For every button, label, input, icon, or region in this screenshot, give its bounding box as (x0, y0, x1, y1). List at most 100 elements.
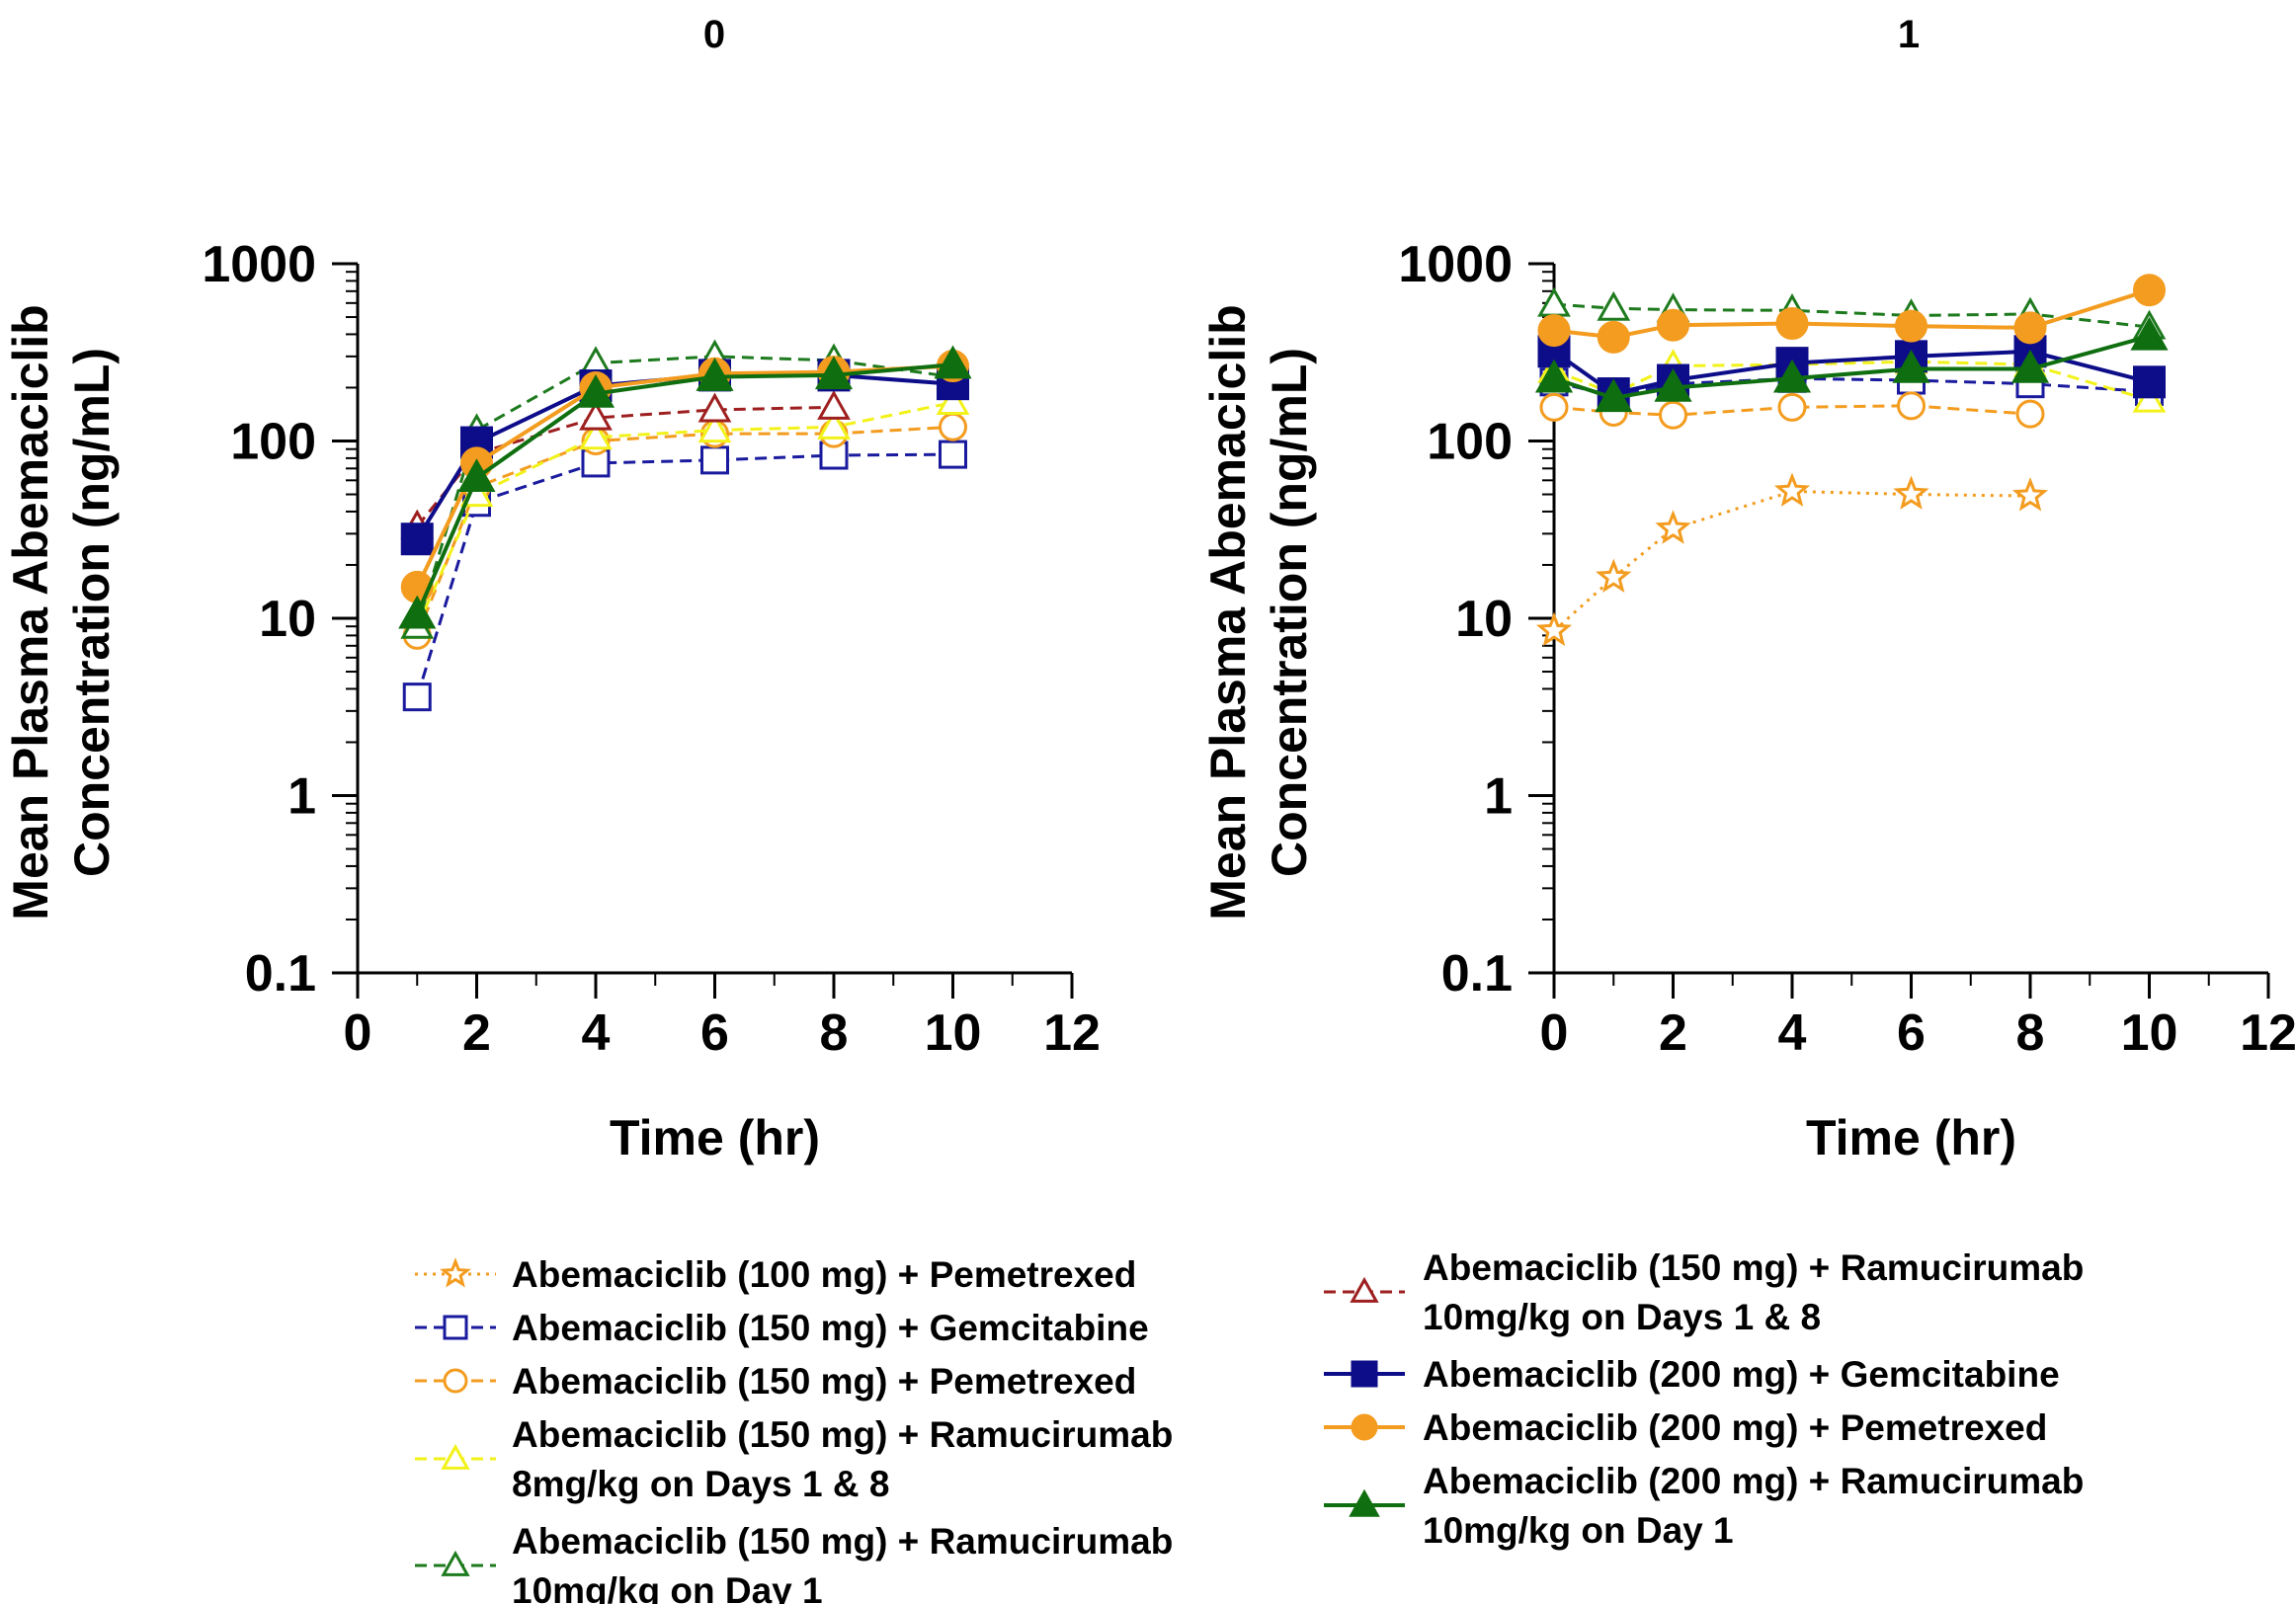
data-point (1772, 359, 1812, 393)
data-point (402, 682, 432, 712)
x-tick-label: 10 (2121, 1004, 2178, 1062)
legend-label: Abemaciclib (150 mg) + Ramucirumab 10mg/k… (512, 1521, 1173, 1604)
y-tick-label: 1 (287, 768, 316, 826)
y-axis-title-line: Mean Plasma Abemaciclib (3, 304, 58, 920)
series-7 (1537, 274, 2166, 354)
y-tick-label: 1000 (1398, 236, 1513, 293)
legend-entry: Abemaciclib (100 mg) + Pemetrexed (415, 1254, 1136, 1295)
x-tick-label: 6 (1897, 1004, 1926, 1062)
x-tick-label: 8 (2016, 1004, 2045, 1062)
legend-label: Abemaciclib (150 mg) + Gemcitabine (512, 1308, 1149, 1348)
data-point (1659, 400, 1687, 430)
data-point (1777, 392, 1807, 422)
data-point (1534, 359, 1574, 393)
data-point (1655, 510, 1691, 544)
data-point (2015, 399, 2045, 429)
data-point (1596, 558, 1632, 594)
data-point (2133, 274, 2166, 307)
chart-panel-1: 1 0.1 1 10 100 1000 0 2 4 6 8 10 12 Time (hr) Mean Pla… (1200, 13, 2296, 1165)
data-point (700, 445, 729, 475)
data-point (1893, 475, 1929, 510)
legend-entry: Abemaciclib (150 mg) + Ramucirumab 10mg/k… (415, 1521, 1173, 1604)
series-8 (1534, 316, 2169, 413)
y-tick-label: 100 (1427, 414, 1513, 471)
legend-entry: Abemaciclib (150 mg) + Gemcitabine (415, 1308, 1149, 1348)
y-tick-label: 10 (259, 591, 316, 648)
legend-swatch-marker (443, 1315, 468, 1340)
legend-entry: Abemaciclib (200 mg) + Pemetrexed (1324, 1407, 2047, 1448)
data-point (697, 392, 732, 423)
data-point (817, 409, 851, 440)
legend-swatch-marker (1350, 1276, 1379, 1303)
legend-entry: Abemaciclib (200 mg) + Ramucirumab 10mg/k… (1324, 1461, 2084, 1551)
data-point (1597, 320, 1630, 354)
legend-label-line: 10mg/kg on Day 1 (512, 1570, 823, 1604)
series-8 (398, 345, 972, 629)
legend-label-line: Abemaciclib (100 mg) + Pemetrexed (512, 1254, 1136, 1295)
legend-label: Abemaciclib (200 mg) + Ramucirumab 10mg/k… (1423, 1461, 2084, 1551)
legend-label-line: Abemaciclib (150 mg) + Pemetrexed (512, 1361, 1136, 1402)
legend-label-line: Abemaciclib (150 mg) + Gemcitabine (512, 1308, 1149, 1348)
data-point (398, 595, 437, 629)
y-tick-label: 100 (230, 414, 316, 471)
legend-swatch-marker (441, 1443, 470, 1470)
legend-label: Abemaciclib (150 mg) + Ramucirumab 8mg/kg… (512, 1414, 1173, 1504)
legend-label-line: Abemaciclib (150 mg) + Ramucirumab (1423, 1247, 2084, 1288)
legend-label-line: Abemaciclib (200 mg) + Pemetrexed (1423, 1407, 2047, 1448)
series-2 (1539, 391, 2045, 430)
data-point (1775, 307, 1809, 341)
data-point (457, 458, 496, 493)
data-point (2011, 477, 2049, 512)
series-line (415, 401, 953, 627)
x-tick-label: 0 (344, 1004, 372, 1062)
legend-swatch-marker (443, 1368, 468, 1394)
legend-label: Abemaciclib (200 mg) + Pemetrexed (1423, 1407, 2047, 1448)
y-tick-label: 1 (1484, 768, 1513, 826)
data-point (696, 358, 734, 391)
data-point (2013, 311, 2047, 345)
legend-label-line: 10mg/kg on Days 1 & 8 (1423, 1297, 1821, 1337)
data-point (1539, 392, 1569, 422)
series-7 (400, 350, 969, 603)
data-point (939, 412, 967, 441)
data-point (1897, 391, 1926, 421)
data-point (1892, 349, 1930, 383)
data-point (697, 413, 732, 443)
series-line (1553, 404, 2031, 417)
x-tick-label: 12 (2240, 1004, 2296, 1062)
legend-label-line: Abemaciclib (200 mg) + Ramucirumab (1423, 1461, 2084, 1501)
x-tick-label: 2 (1659, 1004, 1687, 1062)
data-point (2133, 365, 2166, 399)
data-point (2010, 349, 2050, 383)
legend-entry: Abemaciclib (150 mg) + Ramucirumab 10mg/k… (1324, 1247, 2084, 1337)
series-line (415, 372, 953, 540)
legend-entry: Abemaciclib (150 mg) + Ramucirumab 8mg/kg… (415, 1414, 1173, 1504)
legend-label-line: Abemaciclib (150 mg) + Ramucirumab (512, 1414, 1173, 1455)
x-tick-label: 10 (925, 1004, 982, 1062)
data-point (1597, 290, 1631, 321)
legend-swatch-marker (1351, 1360, 1378, 1388)
legend-swatch-marker (1351, 1413, 1378, 1441)
data-point (1895, 309, 1927, 343)
data-point (2132, 382, 2167, 413)
legend-label: Abemaciclib (100 mg) + Pemetrexed (512, 1254, 1136, 1295)
x-tick-label: 4 (582, 1004, 611, 1062)
legend-swatch-marker (440, 1257, 471, 1288)
legend-label-line: 8mg/kg on Days 1 & 8 (512, 1464, 889, 1504)
data-point (1535, 611, 1573, 647)
data-point (1657, 308, 1689, 342)
x-axis-title: Time (hr) (1806, 1110, 2016, 1165)
data-point (936, 385, 970, 416)
series-line (415, 362, 953, 615)
x-tick-label: 8 (820, 1004, 849, 1062)
data-point (1654, 367, 1692, 402)
legend-label: Abemaciclib (200 mg) + Gemcitabine (1423, 1354, 2060, 1395)
data-point (934, 345, 972, 379)
legend-label-line: 10mg/kg on Day 1 (1423, 1510, 1734, 1551)
y-tick-label: 1000 (202, 236, 316, 293)
legend-swatch-marker (441, 1550, 470, 1576)
data-point (939, 440, 967, 469)
x-tick-label: 12 (1043, 1004, 1101, 1062)
series-line (415, 452, 953, 698)
